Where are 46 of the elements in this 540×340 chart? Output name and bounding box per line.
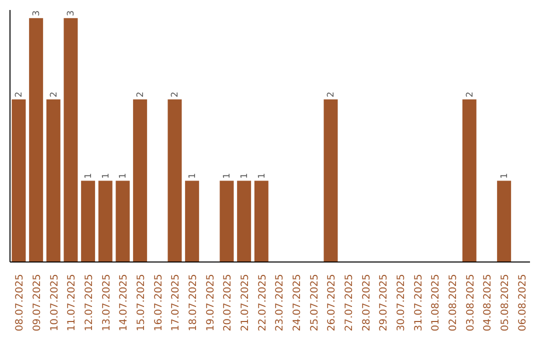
- x-tick-label: 18.07.2025: [188, 274, 199, 332]
- data-label: 2: [170, 92, 181, 98]
- x-tick-label: 05.08.2025: [500, 274, 511, 332]
- data-label: 1: [500, 172, 510, 179]
- x-tick-label: 17.07.2025: [170, 274, 182, 332]
- x-tick-label: 19.07.2025: [205, 274, 216, 332]
- x-tick-label: 08.07.2025: [14, 274, 26, 332]
- data-label: 3: [32, 10, 42, 16]
- data-label: 2: [326, 92, 337, 98]
- x-tick-label: 02.08.2025: [448, 274, 459, 332]
- x-tick-label: 21.07.2025: [240, 274, 251, 332]
- data-label: 3: [66, 10, 77, 16]
- x-tick-label: 31.07.2025: [413, 274, 424, 332]
- x-tick-label: 11.07.2025: [66, 274, 78, 332]
- x-tick-label: 22.07.2025: [257, 274, 268, 332]
- data-label: 1: [101, 172, 112, 179]
- data-label: 1: [240, 172, 250, 179]
- x-tick-label: 20.07.2025: [222, 274, 234, 332]
- x-tick-label: 26.07.2025: [326, 274, 338, 332]
- x-tick-label: 12.07.2025: [84, 274, 95, 332]
- x-tick-label: 29.07.2025: [378, 274, 390, 332]
- data-label: 2: [14, 92, 25, 98]
- x-tick-label: 27.07.2025: [344, 274, 355, 332]
- x-tick-label: 28.07.2025: [361, 274, 372, 332]
- x-tick-label: 04.08.2025: [482, 274, 494, 332]
- x-tick-label: 15.07.2025: [136, 274, 147, 332]
- x-tick-label: 25.07.2025: [309, 274, 320, 332]
- data-label: 1: [84, 172, 94, 179]
- data-label: 2: [465, 92, 476, 98]
- x-tick-label: 30.07.2025: [396, 274, 407, 332]
- data-label: 2: [136, 92, 146, 98]
- data-label: 1: [257, 172, 268, 179]
- x-tick-label: 01.08.2025: [430, 274, 442, 332]
- x-tick-label: 10.07.2025: [49, 274, 60, 332]
- x-tick-label: 23.07.2025: [274, 274, 286, 332]
- data-label: 1: [118, 172, 129, 179]
- data-label: 2: [49, 92, 60, 98]
- x-tick-label: 09.07.2025: [32, 274, 43, 332]
- x-tick-label: 06.08.2025: [517, 274, 528, 332]
- data-label: 1: [222, 172, 233, 179]
- x-tick-label: 03.08.2025: [465, 274, 476, 332]
- x-tick-label: 14.07.2025: [118, 274, 130, 332]
- x-tick-label: 13.07.2025: [101, 274, 112, 332]
- x-tick-label: 24.07.2025: [292, 274, 303, 332]
- x-tick-label: 16.07.2025: [153, 274, 164, 332]
- data-label: 1: [188, 172, 198, 179]
